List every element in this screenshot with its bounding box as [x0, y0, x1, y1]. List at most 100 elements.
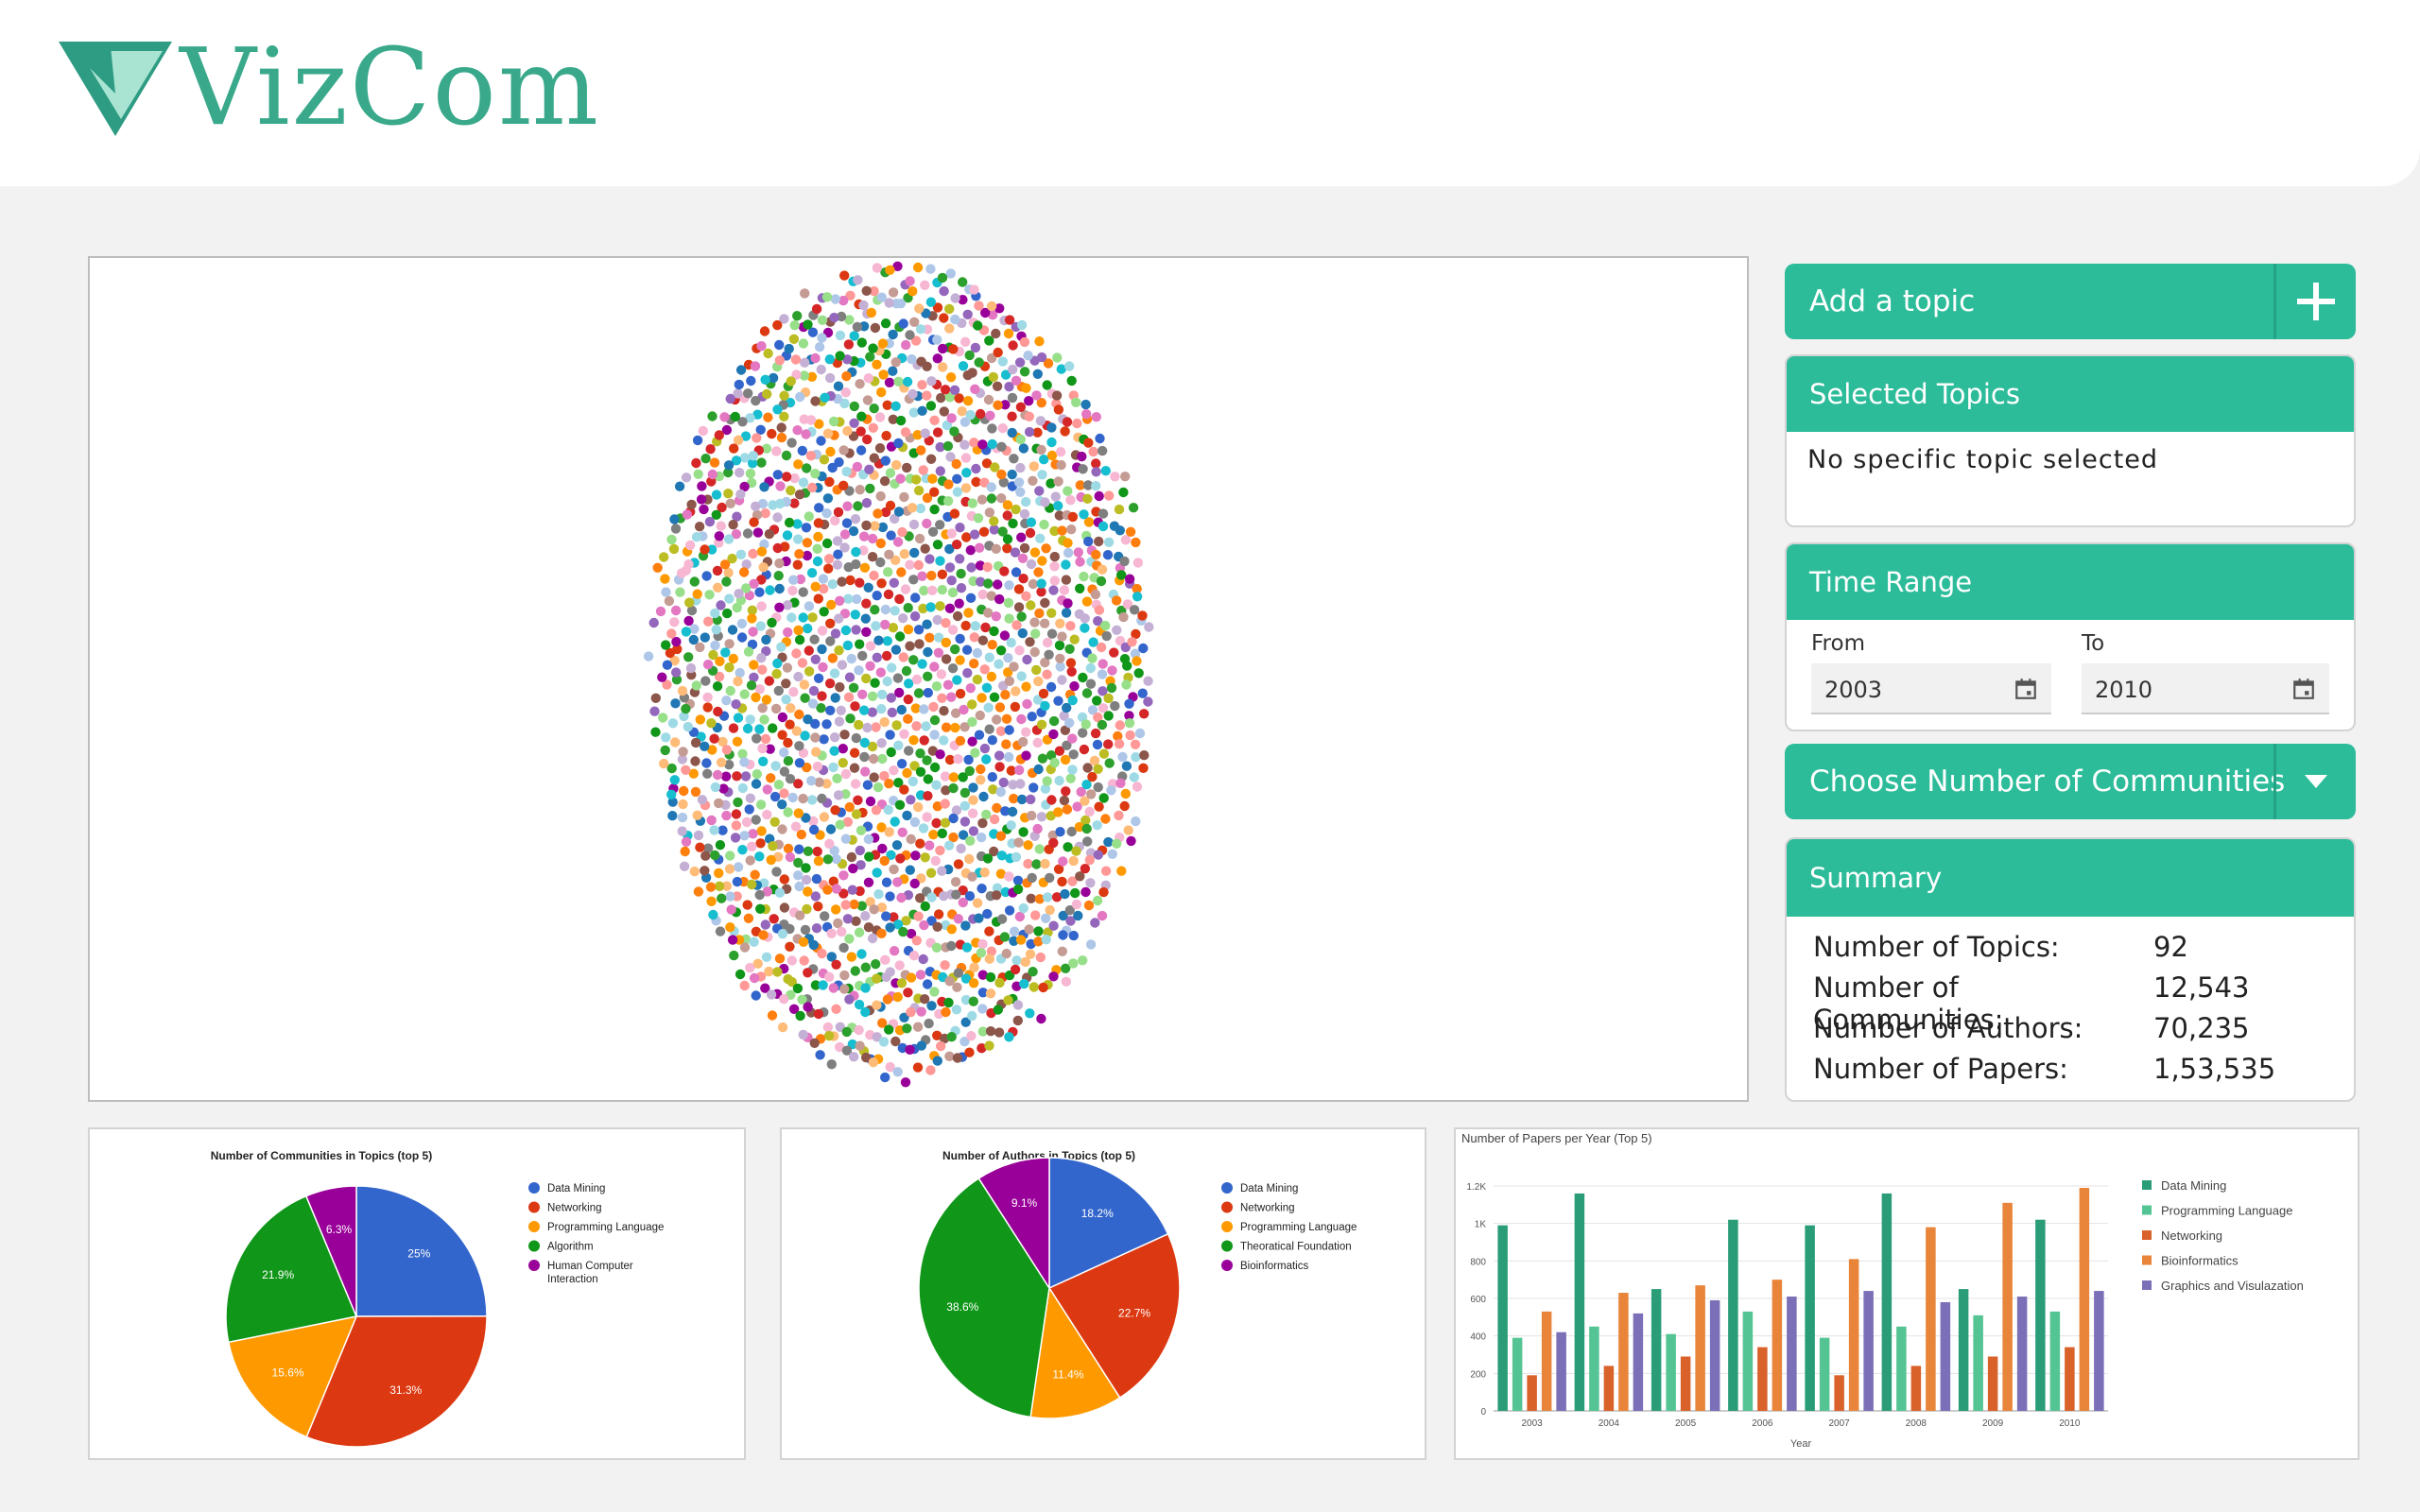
graph-node — [677, 812, 688, 823]
graph-node — [756, 341, 767, 352]
graph-node — [729, 443, 739, 454]
graph-node — [671, 667, 682, 678]
graph-node — [775, 481, 786, 491]
graph-node — [1128, 503, 1139, 513]
graph-node — [849, 747, 860, 758]
graph-node — [1087, 653, 1098, 663]
y-tick-label: 0 — [1480, 1407, 1486, 1418]
graph-node — [822, 493, 834, 504]
graph-node — [884, 549, 894, 559]
graph-node — [888, 287, 899, 298]
graph-node — [1095, 433, 1105, 444]
graph-node — [756, 601, 767, 611]
plus-icon[interactable] — [2276, 264, 2356, 339]
graph-node — [1079, 744, 1090, 755]
graph-node — [914, 533, 925, 544]
graph-node — [1037, 556, 1047, 566]
graph-node — [877, 1018, 888, 1028]
graph-node — [803, 846, 814, 856]
graph-node — [885, 891, 895, 902]
graph-node — [760, 374, 770, 385]
graph-node — [759, 482, 769, 492]
graph-node — [720, 771, 732, 782]
graph-node — [829, 846, 839, 856]
graph-node — [849, 763, 860, 773]
graph-node — [979, 664, 990, 675]
graph-node — [1084, 806, 1095, 817]
graph-node — [953, 754, 963, 765]
graph-node — [659, 758, 669, 769]
graph-node — [1120, 535, 1132, 545]
graph-node — [929, 987, 940, 997]
graph-node — [1026, 794, 1036, 805]
graph-node — [794, 741, 804, 751]
graph-node — [1042, 892, 1053, 902]
graph-node — [1080, 864, 1091, 874]
graph-node — [760, 983, 770, 993]
graph-node — [962, 396, 974, 406]
graph-node — [670, 698, 681, 709]
graph-node — [771, 446, 782, 456]
graph-node — [1071, 397, 1081, 407]
graph-node — [748, 829, 758, 839]
graph-node — [751, 815, 761, 825]
graph-node — [1076, 786, 1086, 798]
graph-node — [884, 1024, 894, 1035]
from-date-input[interactable]: 2003 — [1811, 663, 2051, 714]
graph-node — [1122, 661, 1132, 671]
graph-node — [707, 469, 717, 480]
to-date-input[interactable]: 2010 — [2082, 663, 2329, 714]
graph-node — [868, 1057, 879, 1068]
graph-node — [1004, 1032, 1014, 1042]
graph-node — [749, 672, 759, 682]
graph-node — [960, 994, 972, 1005]
graph-node — [839, 984, 850, 994]
graph-node — [969, 284, 979, 295]
graph-node — [1048, 715, 1060, 727]
bar — [1987, 1356, 1998, 1411]
graph-node — [800, 288, 810, 299]
graph-node — [881, 430, 891, 441]
graph-node — [798, 612, 808, 623]
graph-node — [974, 913, 984, 923]
graph-node — [908, 519, 920, 530]
graph-node — [944, 976, 955, 987]
graph-node — [871, 959, 881, 970]
graph-node — [1046, 628, 1058, 639]
graph-node — [730, 411, 740, 422]
graph-node — [945, 372, 957, 383]
graph-node — [977, 938, 988, 950]
graph-node — [975, 710, 985, 721]
legend-marker — [528, 1240, 540, 1252]
calendar-icon[interactable] — [2291, 677, 2316, 701]
graph-node — [888, 623, 899, 633]
graph-node — [1016, 794, 1028, 805]
dropdown-arrow-icon[interactable] — [2276, 744, 2356, 819]
graph-node — [1080, 719, 1092, 730]
graph-node — [958, 277, 968, 287]
graph-node — [918, 603, 928, 614]
graph-node — [1091, 481, 1101, 491]
slice-label: 11.4% — [1052, 1368, 1083, 1382]
graph-node — [1138, 763, 1149, 773]
graph-node — [977, 970, 988, 980]
graph-node — [1026, 517, 1037, 527]
add-topic-button[interactable]: Add a topic — [1785, 264, 2356, 339]
communities-dropdown[interactable]: Choose Number of Communities — [1785, 744, 2356, 819]
graph-node — [960, 453, 972, 463]
graph-node — [948, 782, 959, 794]
graph-canvas[interactable] — [90, 258, 1751, 1104]
graph-node — [1081, 688, 1093, 698]
graph-node — [896, 759, 908, 769]
bar — [1589, 1326, 1599, 1411]
graph-node — [1061, 963, 1071, 973]
calendar-icon[interactable] — [2014, 677, 2038, 701]
graph-node — [1008, 364, 1018, 375]
community-graph[interactable] — [88, 256, 1749, 1102]
graph-node — [884, 779, 894, 789]
graph-node — [944, 603, 956, 613]
graph-node — [993, 400, 1003, 410]
graph-node — [931, 780, 942, 790]
graph-node — [691, 532, 702, 542]
graph-node — [793, 779, 804, 789]
